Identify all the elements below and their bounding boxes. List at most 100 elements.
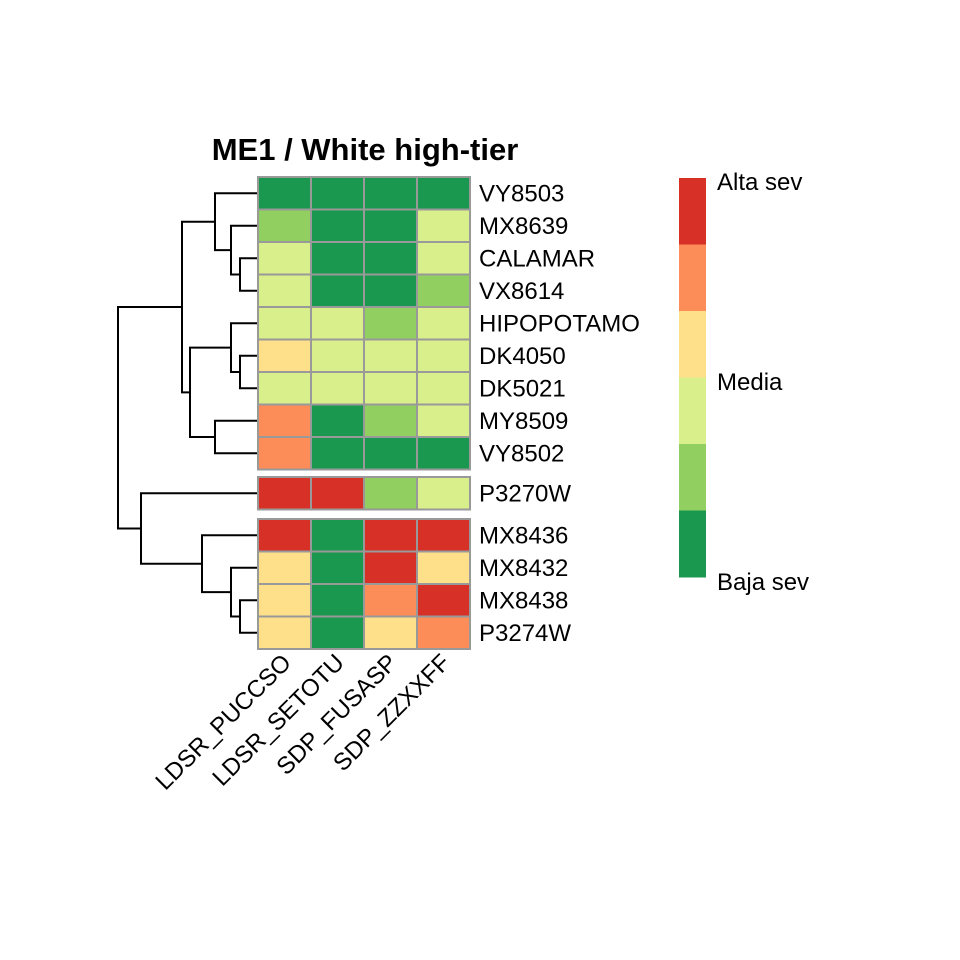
heatmap-cell xyxy=(363,208,418,243)
row-label: VX8614 xyxy=(479,278,564,305)
legend-swatch xyxy=(679,311,706,378)
heatmap-cell xyxy=(363,176,418,211)
heatmap-cell xyxy=(416,273,471,308)
row-label: HIPOPOTAMO xyxy=(479,310,640,337)
heatmap-cell xyxy=(310,518,365,553)
heatmap-cell xyxy=(257,476,312,511)
dendrogram-branch xyxy=(230,224,258,276)
row-label: CALAMAR xyxy=(479,245,595,272)
heatmap-cell xyxy=(416,306,471,341)
heatmap-cell xyxy=(310,403,365,438)
heatmap-cell xyxy=(257,550,312,585)
dendrogram-branch xyxy=(189,346,231,438)
chart-title: ME1 / White high-tier xyxy=(212,132,519,167)
dendrogram-branch xyxy=(181,220,215,394)
heatmap-cell xyxy=(310,208,365,243)
dendrogram-branch xyxy=(239,599,258,634)
heatmap-cell xyxy=(416,583,471,618)
heatmap-cell xyxy=(310,176,365,211)
legend-swatch xyxy=(679,178,706,245)
heatmap-cell xyxy=(416,518,471,553)
dendrogram-branch xyxy=(117,306,182,530)
row-label: VY8503 xyxy=(479,180,564,207)
heatmap-cell xyxy=(310,371,365,406)
dendrogram-branch xyxy=(140,492,258,565)
color-legend: Alta sev Media Baja sev xyxy=(679,169,809,596)
heatmap-cell xyxy=(257,403,312,438)
group-border xyxy=(257,476,471,511)
heatmap-cell xyxy=(416,371,471,406)
heatmap-cell xyxy=(363,615,418,650)
row-label: DK5021 xyxy=(479,375,566,402)
heatmap-cells xyxy=(257,176,471,650)
row-labels: VY8503 MX8639 CALAMAR VX8614 HIPOPOTAMO DK405… xyxy=(479,180,640,647)
heatmap-cell xyxy=(257,436,312,471)
heatmap-cell xyxy=(257,615,312,650)
legend-swatch xyxy=(679,510,706,578)
legend-label: Media xyxy=(717,369,783,396)
heatmap-cell xyxy=(416,338,471,373)
heatmap-cell xyxy=(310,615,365,650)
heatmap-cell xyxy=(363,476,418,511)
row-label: MY8509 xyxy=(479,408,568,435)
group-border xyxy=(257,176,471,471)
heatmap-cell xyxy=(416,550,471,585)
dendrogram-branch xyxy=(230,322,258,373)
row-label: MX8432 xyxy=(479,555,568,582)
heatmap-cell xyxy=(363,241,418,276)
heatmap-cell xyxy=(363,583,418,618)
row-label: P3274W xyxy=(479,620,571,647)
heatmap-cell xyxy=(310,583,365,618)
row-dendrogram xyxy=(117,192,258,634)
heatmap-cell xyxy=(363,403,418,438)
legend-swatch xyxy=(679,444,706,511)
heatmap-cell xyxy=(257,371,312,406)
heatmap-cell xyxy=(257,273,312,308)
heatmap-cell xyxy=(310,241,365,276)
dendrogram-branch xyxy=(230,566,258,618)
dendrogram-branch xyxy=(239,257,258,292)
heatmap-cell xyxy=(257,241,312,276)
heatmap-cell xyxy=(310,338,365,373)
heatmap-cell xyxy=(363,436,418,471)
heatmap-cell xyxy=(416,241,471,276)
heatmap-cell xyxy=(363,371,418,406)
heatmap-cell xyxy=(416,403,471,438)
heatmap-cell xyxy=(416,615,471,650)
heatmap-cell xyxy=(257,518,312,553)
heatmap-cell xyxy=(257,306,312,341)
heatmap-cell xyxy=(310,306,365,341)
group-border xyxy=(257,518,471,650)
heatmap-cell xyxy=(363,338,418,373)
heatmap-cell xyxy=(416,436,471,471)
legend-label: Alta sev xyxy=(717,169,802,196)
heatmap-cell xyxy=(310,476,365,511)
row-label: MX8438 xyxy=(479,587,568,614)
heatmap-cell xyxy=(257,583,312,618)
row-label: P3270W xyxy=(479,480,571,507)
row-label: MX8436 xyxy=(479,522,568,549)
heatmap-cell xyxy=(257,176,312,211)
heatmap-cell xyxy=(416,176,471,211)
heatmap-cell xyxy=(310,273,365,308)
heatmap-cell xyxy=(363,273,418,308)
dendrogram-branch xyxy=(214,419,258,455)
dendrogram-branch xyxy=(214,192,258,252)
dendrogram-branch xyxy=(239,354,258,390)
heatmap-cell xyxy=(363,306,418,341)
heatmap-cell xyxy=(363,550,418,585)
heatmap-cell xyxy=(310,550,365,585)
heatmap-cell xyxy=(257,208,312,243)
heatmap-cell xyxy=(363,518,418,553)
heatmap-group-borders xyxy=(257,176,471,650)
heatmap-cell xyxy=(257,338,312,373)
heatmap-cell xyxy=(310,436,365,471)
row-label: VY8502 xyxy=(479,440,564,467)
legend-label: Baja sev xyxy=(717,569,809,596)
legend-swatch xyxy=(679,377,706,445)
legend-swatch xyxy=(679,244,706,312)
row-label: DK4050 xyxy=(479,343,566,370)
heatmap-cell xyxy=(416,208,471,243)
heatmap-cell xyxy=(416,476,471,511)
